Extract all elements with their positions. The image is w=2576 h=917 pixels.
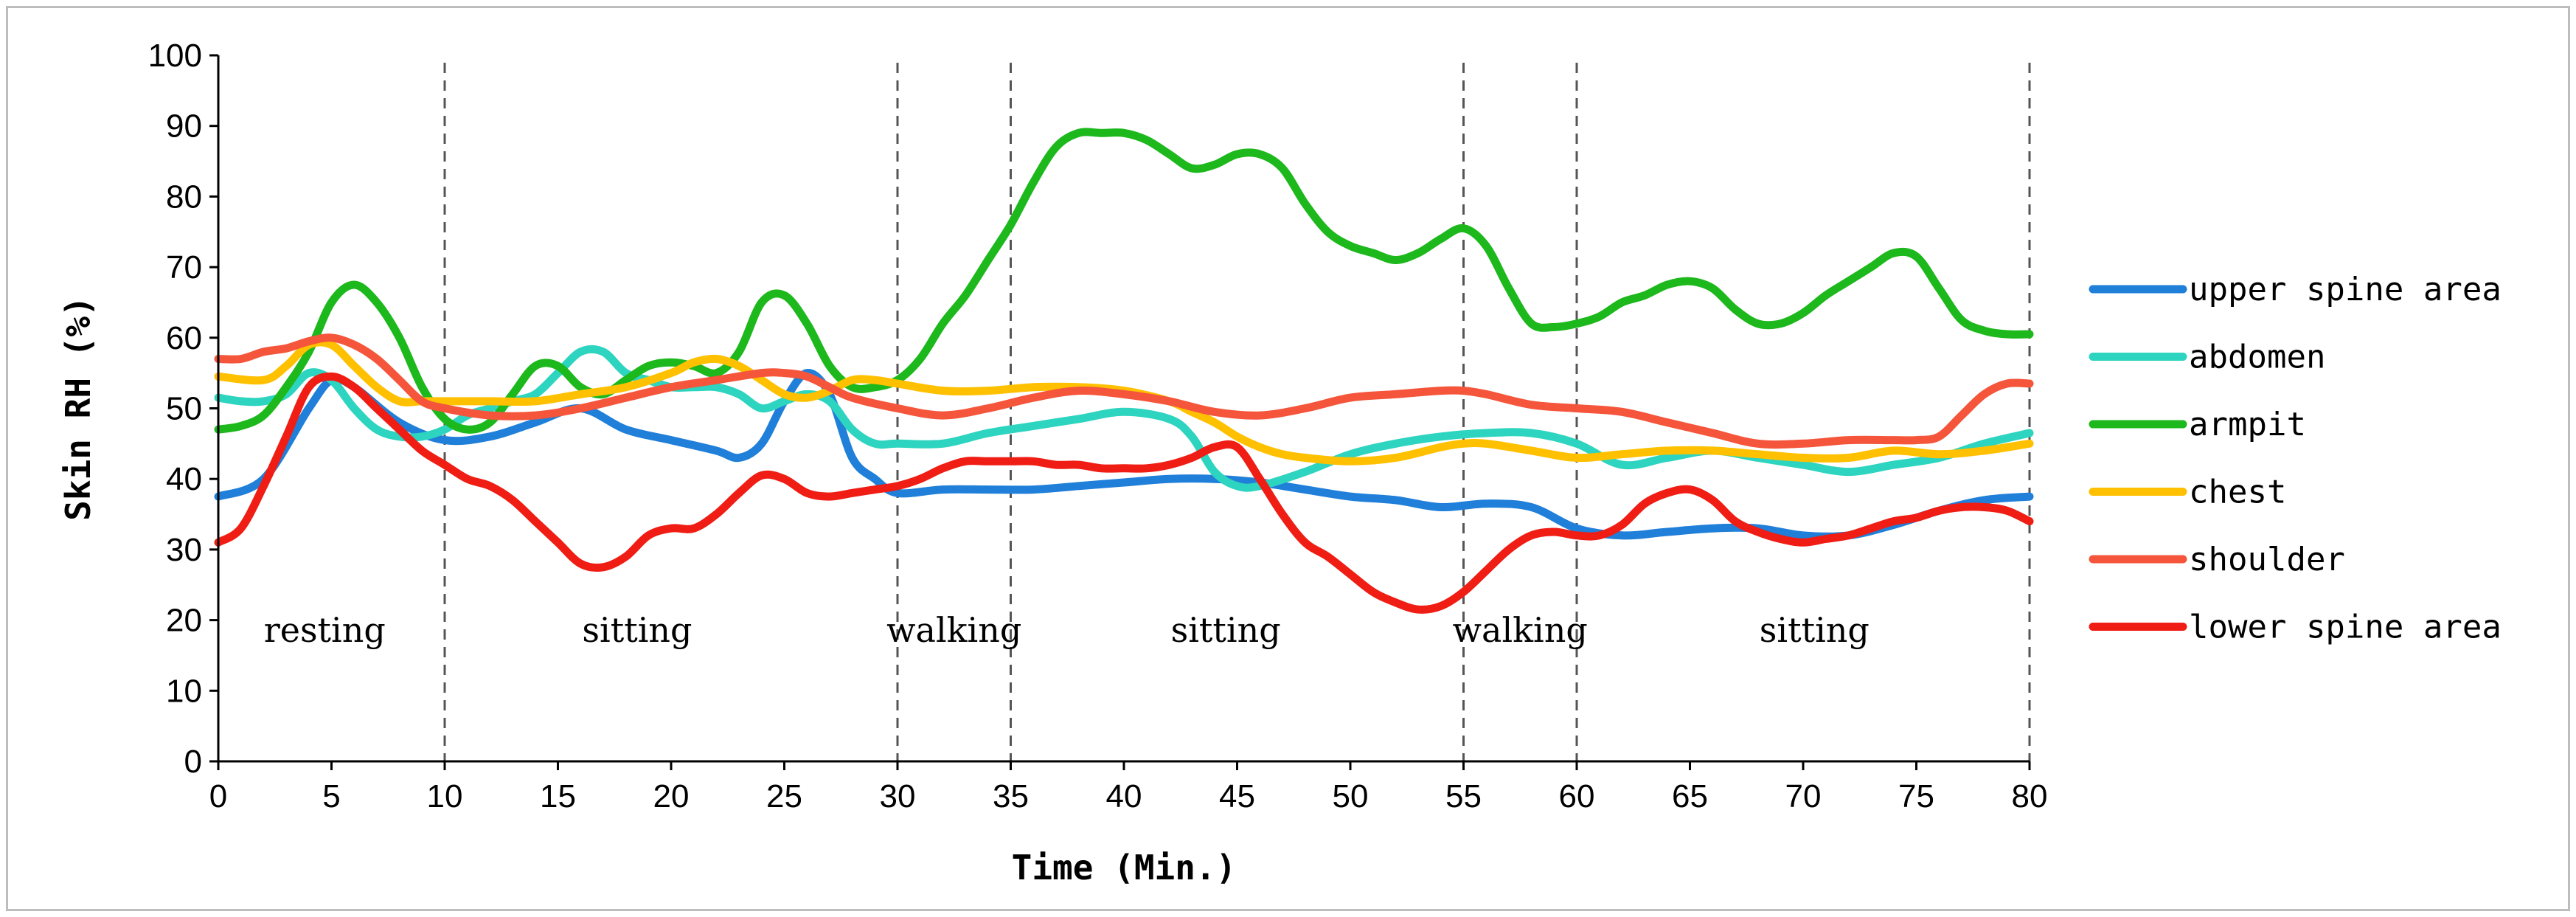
phase-label: resting [264,610,386,650]
x-tick-label: 40 [1106,778,1142,814]
x-tick-label: 15 [540,778,576,814]
legend-item: upper spine area [2089,271,2502,308]
x-tick-label: 70 [1785,778,1822,814]
y-tick-label: 70 [166,249,202,286]
x-tick-label: 20 [653,778,690,814]
legend-label: shoulder [2189,541,2345,578]
x-axis-title: Time (Min.) [1012,848,1237,887]
legend-label: abdomen [2189,339,2325,376]
phase-label: sitting [1760,610,1869,650]
legend-label: upper spine area [2189,271,2502,308]
series-line-chest [214,338,2034,466]
x-tick-label: 60 [1559,778,1595,814]
x-tick-label: 10 [427,778,463,814]
x-tick-label: 25 [766,778,802,814]
legend: upper spine area abdomen armpit chest should… [2089,271,2502,646]
y-tick-label: 80 [166,179,202,215]
y-tick-label: 50 [166,391,202,427]
x-tick-label: 45 [1219,778,1255,814]
phase-labels: resting sitting walking sitting walking sitti… [264,610,1869,650]
y-tick-label: 10 [166,673,202,709]
legend-item: chest [2089,474,2286,511]
series-lines [214,128,2034,614]
axes: 0 10 20 30 40 50 60 70 80 90 100 0 5 10 15 20 25 30 35 40 45… [148,38,2048,814]
series-line-upper-spine-area [214,369,2034,541]
x-tick-label: 65 [1672,778,1708,814]
x-tick-label: 55 [1445,778,1482,814]
x-tick-label: 50 [1333,778,1369,814]
legend-label: lower spine area [2189,609,2502,646]
y-tick-label: 100 [148,38,202,74]
y-tick-label: 40 [166,461,202,497]
phase-label: walking [1453,610,1588,650]
legend-item: armpit [2089,406,2306,443]
series-line-armpit [214,128,2034,434]
x-tick-label: 35 [993,778,1029,814]
x-tick-label: 75 [1898,778,1934,814]
x-tick-label: 30 [880,778,916,814]
y-tick-label: 20 [166,603,202,639]
x-tick-label: 5 [322,778,340,814]
y-axis-title: Skin RH (%) [58,296,98,521]
legend-item: lower spine area [2089,609,2502,646]
series-line-shoulder [214,333,2034,449]
y-tick-label: 30 [166,532,202,568]
series-line-lower-spine-area [214,372,2034,614]
legend-label: armpit [2189,406,2306,443]
legend-item: abdomen [2089,339,2325,376]
x-tick-label: 0 [209,778,227,814]
phase-boundaries [443,63,2031,761]
legend-label: chest [2189,474,2286,511]
y-tick-label: 60 [166,320,202,356]
phase-label: walking [886,610,1021,650]
legend-item: shoulder [2089,541,2345,578]
phase-label: sitting [1171,610,1281,650]
y-tick-label: 90 [166,108,202,145]
x-tick-label: 80 [2012,778,2048,814]
y-tick-label: 0 [184,744,202,780]
series-line-abdomen [214,345,2034,492]
phase-label: sitting [582,610,692,650]
